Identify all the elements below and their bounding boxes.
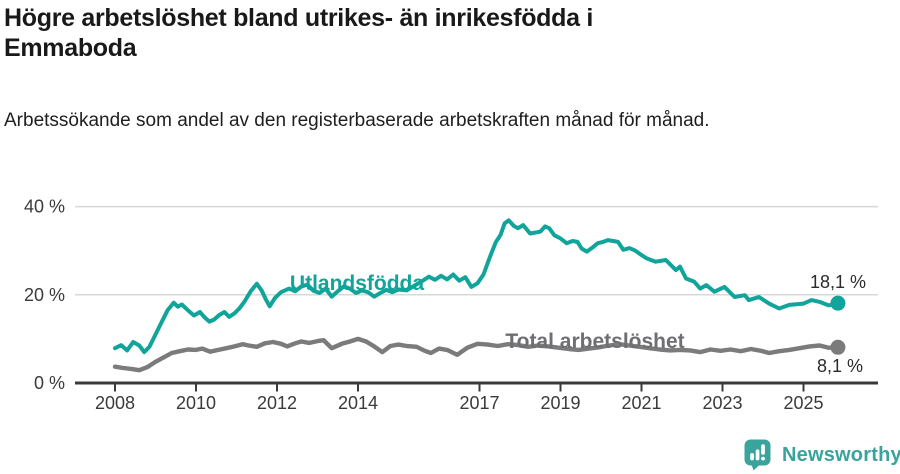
- x-tick-label: 2017: [459, 393, 499, 413]
- series-line-total-arbetsloshet: [112, 336, 841, 373]
- end-dots: [830, 295, 846, 355]
- newsworthy-icon: [744, 439, 771, 471]
- y-tick-label: 0 %: [34, 373, 65, 393]
- y-tick-label: 20 %: [24, 285, 65, 305]
- x-tick-label: 2014: [338, 393, 378, 413]
- chart-subtitle: Arbetssökande som andel av den registerb…: [4, 110, 710, 131]
- newsworthy-logo[interactable]: Newsworthy: [744, 439, 900, 471]
- brand-name: Newsworthy: [782, 444, 900, 466]
- x-tick-label: 2019: [540, 393, 580, 413]
- series-line-utlandsfodda: [113, 218, 840, 355]
- series-label-utlandsfodda: Utlandsfödda: [290, 272, 424, 295]
- x-tick-label: 2010: [176, 393, 216, 413]
- x-tick-label: 2008: [95, 393, 135, 413]
- chart-title: Högre arbetslöshet bland utrikes- än inr…: [4, 4, 593, 62]
- y-tick-label: 40 %: [24, 197, 65, 217]
- end-dot-total-arbetsloshet: [830, 339, 846, 355]
- x-tick-label: 2025: [783, 393, 823, 413]
- x-axis: 2008 2010 2012 2014 2017 2019 2021 2023 2025: [75, 381, 878, 413]
- series-lines: [112, 218, 841, 373]
- x-tick-label: 2021: [621, 393, 661, 413]
- x-tick-label: 2012: [257, 393, 297, 413]
- end-dot-utlandsfodda: [830, 295, 846, 311]
- end-value-label-total: 8,1 %: [817, 356, 863, 376]
- end-value-label-utlandsfodda: 18,1 %: [810, 272, 866, 292]
- series-label-total-arbetsloshet: Total arbetslöshet: [505, 330, 684, 353]
- x-tick-label: 2023: [702, 393, 742, 413]
